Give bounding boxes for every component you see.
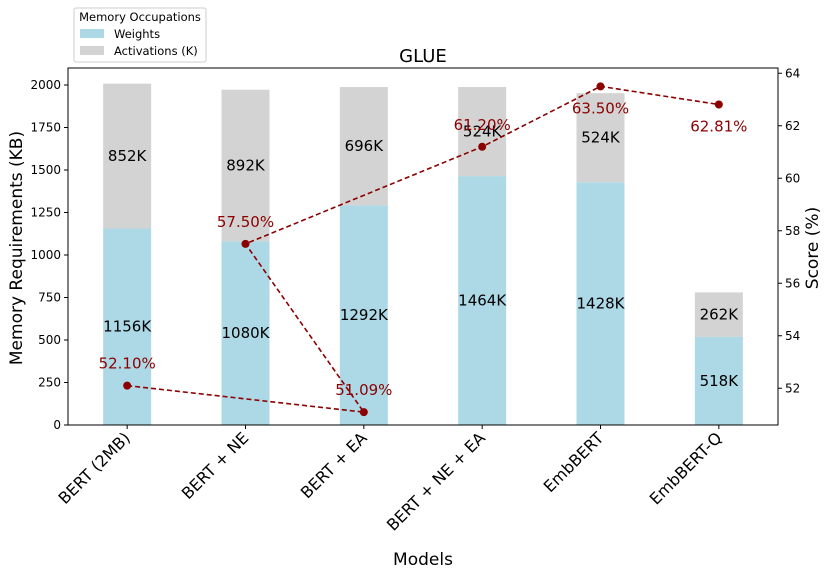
y-tick-label: 500 (38, 333, 61, 347)
bar-weights (576, 182, 625, 425)
bar-label-weights: 1428K (576, 295, 625, 313)
y-tick-label: 250 (38, 376, 61, 390)
score-point (359, 408, 368, 417)
legend-swatch-weights (80, 29, 104, 38)
bar-label-activations: 524K (581, 129, 621, 147)
bar-weights (103, 228, 152, 425)
y2-tick-label: 54 (785, 329, 800, 343)
bar-labels-layer: 1156K 852K 1080K 892K 1292K 696K 1464K 524K 1428… (103, 123, 739, 390)
bar-label-weights: 518K (700, 372, 740, 390)
score-label: 63.50% (572, 99, 629, 117)
score-point (596, 82, 605, 91)
bar-label-weights: 1080K (221, 324, 270, 342)
score-line (127, 85, 719, 414)
legend-frame (73, 7, 207, 63)
y-tick-label: 1000 (30, 248, 61, 262)
score-label: 61.20% (454, 116, 511, 134)
legend: Memory Occupations Weights Activations (… (73, 7, 207, 63)
y2-tick-label: 64 (785, 66, 800, 80)
x-tick-label: BERT + NE (178, 428, 253, 503)
legend-swatch-activations (80, 46, 104, 55)
y2-tick-label: 60 (785, 171, 800, 185)
y2-tick-label: 62 (785, 119, 800, 133)
x-tick-label: BERT + NE + EA (383, 428, 489, 534)
score-point (123, 381, 132, 390)
x-axis-label: Models (393, 550, 453, 570)
y-tick-label: 750 (38, 291, 61, 305)
bar-label-weights: 1156K (103, 318, 152, 336)
bar-label-activations: 524K (463, 123, 503, 141)
score-label: 51.09% (335, 381, 392, 399)
y-tick-label: 1250 (30, 206, 61, 220)
y-tick-label: 1500 (30, 163, 61, 177)
bar-label-activations: 852K (108, 147, 148, 165)
score-point (241, 239, 250, 248)
score-point (714, 100, 723, 109)
bars-layer (103, 83, 743, 425)
chart-title: GLUE (399, 46, 447, 67)
bar-activations (339, 87, 388, 206)
x-tick-label: BERT (2MB) (55, 428, 134, 507)
score-label: 57.50% (217, 213, 274, 231)
y-tick-label: 2000 (30, 78, 61, 92)
bar-activations (221, 89, 270, 242)
score-line-layer: 52.10% 57.50% 51.09% 61.20% 63.50% 62.81% (99, 82, 747, 417)
bar-weights (458, 176, 507, 425)
y2-tick-label: 56 (785, 276, 800, 290)
x-tick-label: EmbBERT (540, 428, 608, 496)
legend-entry-weights: Weights (114, 27, 160, 41)
bar-label-weights: 1292K (340, 306, 389, 324)
x-tick-label: BERT + EA (297, 428, 371, 502)
bar-activations (103, 83, 152, 229)
legend-title: Memory Occupations (79, 10, 201, 24)
y2-axis-label: Score (%) (803, 207, 823, 289)
bar-activations (576, 93, 625, 183)
score-label: 52.10% (99, 355, 156, 373)
y-axis-label: Memory Requirements (KB) (7, 131, 27, 365)
legend-entry-activations: Activations (K) (114, 44, 198, 58)
bar-label-activations: 696K (345, 137, 385, 155)
bar-activations (694, 292, 743, 337)
y2-tick-label: 52 (785, 381, 800, 395)
bar-label-activations: 892K (226, 157, 266, 175)
bar-weights (694, 336, 743, 425)
y2-tick-label: 58 (785, 224, 800, 238)
y-tick-label: 1750 (30, 121, 61, 135)
x-tick-label: EmbBERT-Q (646, 428, 726, 508)
bar-label-weights: 1464K (458, 292, 507, 310)
y-tick-label: 0 (53, 418, 61, 432)
plot-frame (67, 67, 779, 426)
bar-label-activations: 262K (700, 306, 740, 324)
score-label: 62.81% (690, 117, 747, 135)
bar-weights (221, 241, 270, 425)
score-point (478, 142, 487, 151)
bar-activations (458, 87, 507, 177)
